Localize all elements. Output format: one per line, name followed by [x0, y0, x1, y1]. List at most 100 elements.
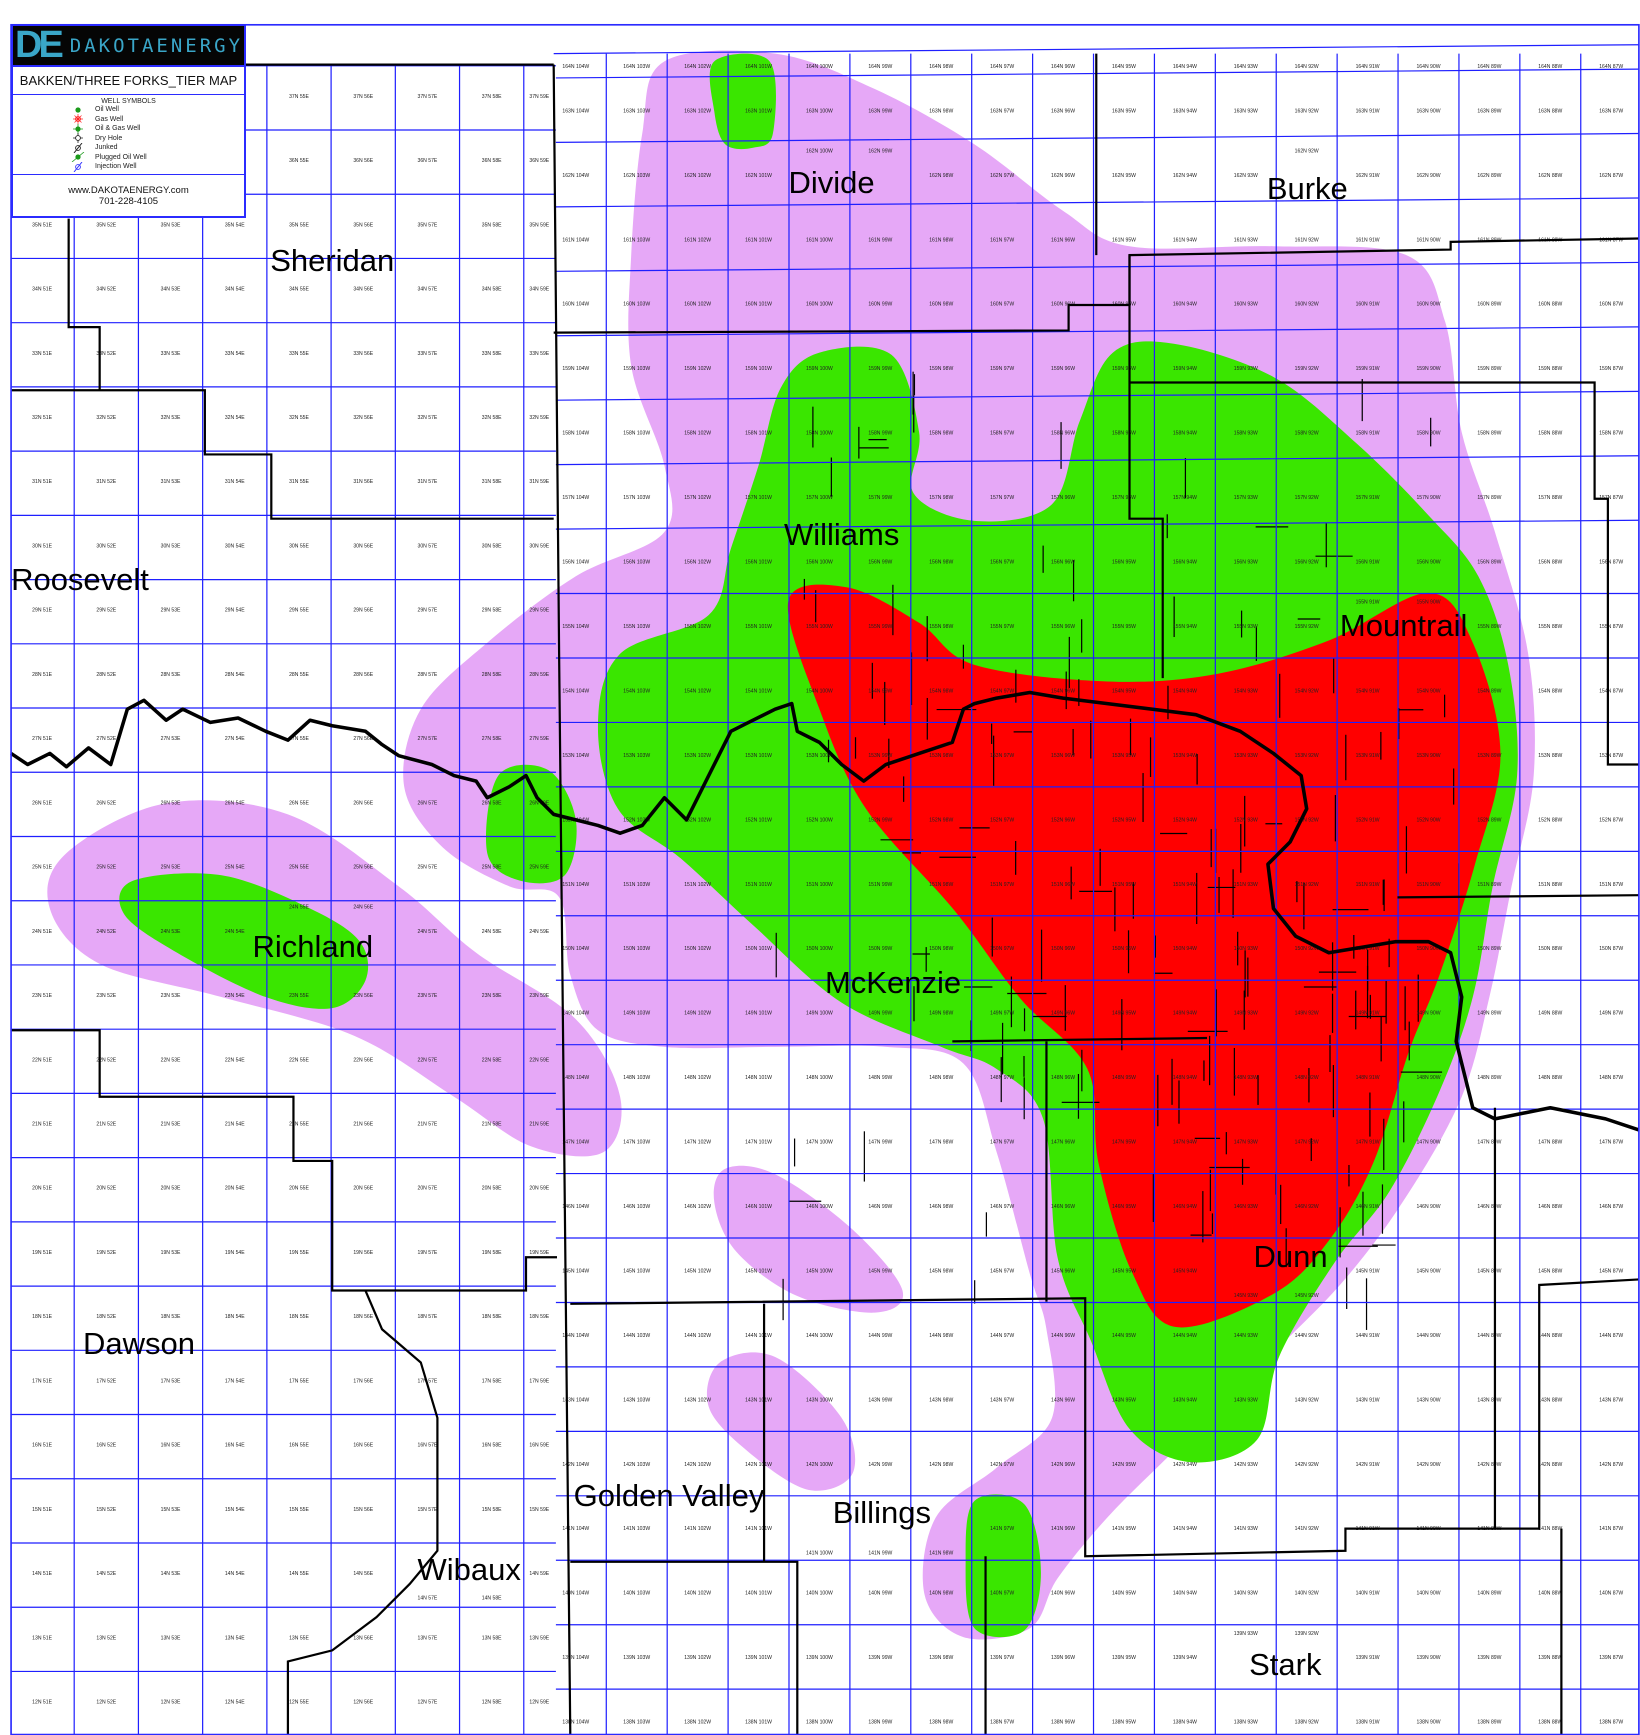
township-range: 51E	[43, 672, 53, 678]
township-range: 57E	[428, 865, 438, 871]
township-range: 103W	[637, 688, 650, 694]
township-range: 98W	[943, 431, 954, 437]
township-range: 57E	[428, 1507, 438, 1513]
township-range: 92W	[1308, 1140, 1319, 1146]
township-row: 22N	[32, 1057, 42, 1063]
township-range: 55E	[300, 158, 310, 164]
township-row: 154N	[1599, 688, 1611, 694]
township-row: 140N	[806, 1591, 818, 1597]
township-row: 141N	[1173, 1526, 1185, 1532]
township-row: 139N	[1477, 1655, 1489, 1661]
township-row: 160N	[990, 302, 1002, 308]
township-row: 24N	[353, 904, 363, 910]
township-label: 142N 100W	[806, 1462, 833, 1468]
township-label: 26N 54E	[225, 800, 245, 806]
township-label: 158N 94W	[1173, 431, 1197, 437]
township-range: 103W	[637, 237, 650, 243]
township-label: 141N 88W	[1538, 1526, 1562, 1532]
township-range: 95W	[1126, 1204, 1137, 1210]
township-range: 53E	[171, 479, 181, 485]
township-range: 56E	[364, 1507, 374, 1513]
township-label: 159N 98W	[929, 366, 953, 372]
township-label: 160N 102W	[684, 302, 711, 308]
township-row: 163N	[1173, 108, 1185, 114]
township-range: 95W	[1126, 431, 1137, 437]
township-label: 19N 56E	[353, 1250, 373, 1256]
township-grid	[11, 44, 1639, 1735]
township-label: 23N 51E	[32, 993, 52, 999]
township-range: 54E	[236, 800, 246, 806]
township-range: 91W	[1369, 302, 1380, 308]
township-label: 146N 102W	[684, 1204, 711, 1210]
township-range: 103W	[637, 431, 650, 437]
township-label: 29N 53E	[161, 608, 181, 614]
township-range: 90W	[1430, 817, 1441, 823]
township-label: 154N 92W	[1295, 688, 1319, 694]
township-row: 159N	[1234, 366, 1246, 372]
township-label: 153N 99W	[868, 753, 892, 759]
township-label: 25N 52E	[96, 865, 116, 871]
township-range: 101W	[759, 173, 772, 179]
township-range: 94W	[1186, 1462, 1197, 1468]
township-label: 162N 96W	[1051, 173, 1075, 179]
township-row: 32N	[161, 415, 171, 421]
township-range: 58E	[493, 736, 503, 742]
township-row: 140N	[1051, 1591, 1063, 1597]
township-range: 55E	[300, 993, 310, 999]
township-row: 25N	[418, 865, 428, 871]
township-range: 54E	[236, 1443, 246, 1449]
township-label: 20N 52E	[96, 1186, 116, 1192]
township-row: 145N	[1538, 1268, 1550, 1274]
township-row: 148N	[623, 1075, 635, 1081]
township-row: 32N	[482, 415, 492, 421]
township-range: 58E	[493, 415, 503, 421]
township-row: 18N	[529, 1314, 539, 1320]
township-row: 140N	[1416, 1591, 1428, 1597]
township-range: 100W	[820, 1720, 833, 1726]
township-row: 161N	[1416, 237, 1428, 243]
township-label: 20N 57E	[418, 1186, 438, 1192]
township-label: 28N 53E	[161, 672, 181, 678]
township-row: 143N	[1538, 1397, 1550, 1403]
township-row: 148N	[684, 1075, 696, 1081]
township-label: 140N 88W	[1538, 1591, 1562, 1597]
township-range: 98W	[943, 882, 954, 888]
website-link[interactable]: www.DAKOTAENERGY.com	[68, 185, 189, 196]
township-label: 35N 53E	[161, 222, 181, 228]
township-range: 51E	[43, 1122, 53, 1128]
township-label: 157N 102W	[684, 495, 711, 501]
township-row: 143N	[1295, 1397, 1307, 1403]
township-label: 21N 53E	[161, 1122, 181, 1128]
township-row: 156N	[745, 560, 757, 566]
township-range: 96W	[1065, 1333, 1076, 1339]
township-range: 87W	[1613, 688, 1624, 694]
township-row: 21N	[32, 1122, 42, 1128]
township-label: 151N 101W	[745, 882, 772, 888]
township-label: 157N 91W	[1356, 495, 1380, 501]
township-label: 147N 89W	[1477, 1140, 1501, 1146]
township-range: 56E	[364, 1314, 374, 1320]
township-label: 163N 98W	[929, 108, 953, 114]
township-row: 153N	[929, 753, 941, 759]
township-row: 139N	[1112, 1655, 1124, 1661]
township-label: 161N 101W	[745, 237, 772, 243]
township-row: 149N	[1477, 1011, 1489, 1017]
township-label: 18N 55E	[289, 1314, 309, 1320]
township-row: 23N	[32, 993, 42, 999]
township-row: 157N	[623, 495, 635, 501]
township-range: 99W	[882, 817, 893, 823]
township-range: 99W	[882, 560, 893, 566]
township-label: 156N 92W	[1295, 560, 1319, 566]
township-label: 17N 52E	[96, 1378, 116, 1384]
township-range: 96W	[1065, 1268, 1076, 1274]
township-label: 159N 104W	[562, 366, 589, 372]
township-label: 139N 93W	[1234, 1631, 1258, 1637]
township-row: 159N	[868, 366, 880, 372]
township-row: 142N	[1173, 1462, 1185, 1468]
township-range: 57E	[428, 1122, 438, 1128]
township-row: 23N	[289, 993, 299, 999]
township-label: 22N 53E	[161, 1057, 181, 1063]
township-range: 89W	[1491, 817, 1502, 823]
township-row: 145N	[806, 1268, 818, 1274]
township-range: 97W	[1004, 560, 1015, 566]
